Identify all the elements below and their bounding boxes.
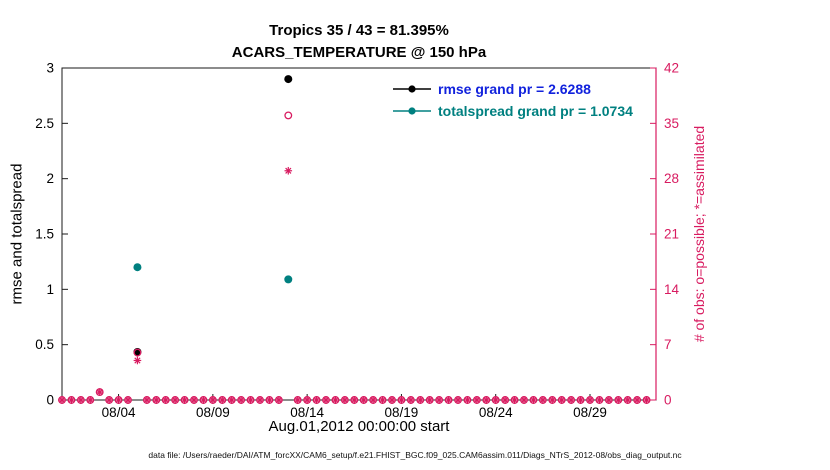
svg-text:21: 21 — [664, 227, 679, 242]
svg-text:3: 3 — [46, 61, 54, 76]
legend-label-rmse: rmse grand pr = 2.6288 — [438, 81, 591, 97]
svg-text:08/04: 08/04 — [102, 405, 136, 420]
svg-text:42: 42 — [664, 61, 679, 76]
figure-title-line1: Tropics 35 / 43 = 81.395% — [269, 22, 449, 39]
svg-text:1: 1 — [46, 282, 54, 297]
data-file-caption: data file: /Users/raeder/DAI/ATM_forcXX/… — [148, 450, 682, 460]
svg-text:28: 28 — [664, 171, 679, 186]
rmse-line-dot-icon — [393, 84, 431, 94]
svg-text:08/19: 08/19 — [385, 405, 419, 420]
x-axis-label: Aug.01,2012 00:00:00 start — [268, 418, 450, 435]
svg-text:7: 7 — [664, 337, 672, 352]
svg-text:0: 0 — [46, 393, 54, 408]
svg-text:0.5: 0.5 — [35, 337, 54, 352]
svg-text:35: 35 — [664, 116, 679, 131]
legend-item-rmse: rmse grand pr = 2.6288 — [393, 79, 633, 99]
legend-label-totalspread: totalspread grand pr = 1.0734 — [438, 103, 633, 119]
svg-text:2: 2 — [46, 171, 54, 186]
legend: rmse grand pr = 2.6288 totalspread grand… — [393, 79, 633, 121]
svg-text:08/14: 08/14 — [290, 405, 324, 420]
figure-title: Tropics 35 / 43 = 81.395% ACARS_TEMPERAT… — [62, 20, 656, 64]
legend-item-totalspread: totalspread grand pr = 1.0734 — [393, 101, 633, 121]
figure-title-line2: ACARS_TEMPERATURE @ 150 hPa — [231, 44, 487, 61]
svg-text:1.5: 1.5 — [35, 227, 54, 242]
svg-text:2.5: 2.5 — [35, 116, 54, 131]
svg-text:0: 0 — [664, 393, 672, 408]
svg-text:14: 14 — [664, 282, 680, 297]
svg-text:08/09: 08/09 — [196, 405, 230, 420]
totalspread-line-dot-icon — [393, 106, 431, 116]
svg-text:08/29: 08/29 — [573, 405, 607, 420]
svg-text:08/24: 08/24 — [479, 405, 513, 420]
